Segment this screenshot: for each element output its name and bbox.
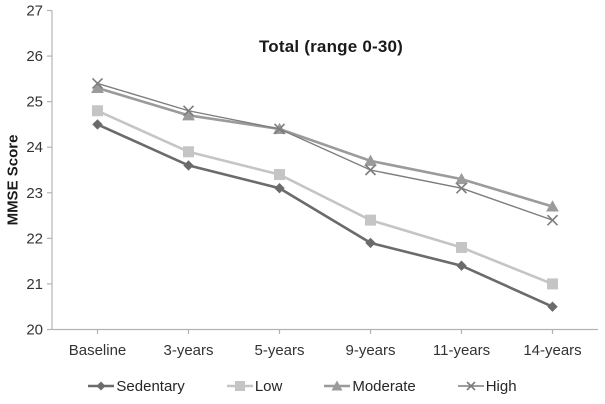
- marker-high-14-years: [546, 214, 559, 226]
- x-tick-label-11-years: 11-years: [433, 342, 490, 359]
- y-tick-label-27: 27: [26, 3, 43, 20]
- y-tick-label-24: 24: [26, 139, 43, 156]
- y-tick-label-20: 20: [26, 322, 43, 339]
- legend-label-moderate: Moderate: [352, 377, 416, 395]
- legend-label-low: Low: [254, 377, 283, 395]
- x-tick-label-5-years: 5-years: [254, 342, 304, 359]
- marker-high-baseline: [91, 77, 104, 89]
- series-line-moderate: [97, 86, 553, 208]
- y-tick-label-25: 25: [26, 94, 43, 111]
- marker-low-5-years: [274, 169, 285, 181]
- marker-sedentary-5-years: [274, 183, 285, 194]
- marker-sedentary-3-years: [183, 160, 194, 171]
- marker-low-3-years: [183, 146, 194, 158]
- marker-low-9-years: [365, 214, 376, 226]
- y-tick-label-26: 26: [26, 48, 43, 65]
- marker-high-3-years: [182, 105, 195, 117]
- marker-sedentary-11-years: [456, 260, 467, 271]
- y-tick-label-21: 21: [26, 276, 43, 293]
- y-tick-label-23: 23: [26, 185, 43, 202]
- marker-moderate-9-years: [364, 154, 377, 166]
- x-tick-label-9-years: 9-years: [345, 342, 395, 359]
- marker-high-9-years: [364, 164, 377, 176]
- legend-item-sedentary: Sedentary: [88, 377, 185, 395]
- legend-label-sedentary: Sedentary: [116, 377, 185, 395]
- y-axis-title: MMSE Score: [4, 134, 22, 226]
- chart-title: Total (range 0-30): [258, 37, 404, 56]
- marker-sedentary-9-years: [365, 237, 376, 249]
- marker-low-14-years: [547, 278, 558, 290]
- legend-item-moderate: Moderate: [324, 377, 416, 395]
- marker-moderate-baseline: [91, 81, 104, 93]
- series-line-high: [97, 82, 553, 221]
- marker-moderate-11-years: [455, 172, 468, 185]
- x-tick-label-14-years: 14-years: [523, 342, 581, 359]
- y-tick-label-22: 22: [26, 230, 43, 247]
- marker-moderate-3-years: [182, 109, 195, 121]
- triangle-marker-icon: [324, 380, 351, 391]
- marker-sedentary-baseline: [92, 119, 103, 130]
- diamond-marker-icon: [88, 381, 115, 391]
- series-line-sedentary: [96, 123, 554, 308]
- x-marker-icon: [457, 381, 484, 391]
- legend-item-high: High: [457, 377, 517, 395]
- legend-label-high: High: [485, 377, 517, 395]
- marker-high-11-years: [455, 182, 468, 194]
- x-tick-label-Baseline: Baseline: [69, 342, 127, 359]
- square-marker-icon: [226, 381, 253, 391]
- series-line-low: [96, 109, 553, 286]
- legend: Sedentary Low Moderate High: [0, 374, 605, 398]
- marker-sedentary-14-years: [547, 301, 558, 312]
- marker-low-baseline: [92, 105, 103, 117]
- legend-item-low: Low: [226, 377, 283, 395]
- marker-moderate-14-years: [546, 200, 559, 212]
- marker-high-5-years: [273, 123, 286, 135]
- x-tick-label-3-years: 3-years: [163, 342, 213, 359]
- marker-low-11-years: [456, 241, 467, 253]
